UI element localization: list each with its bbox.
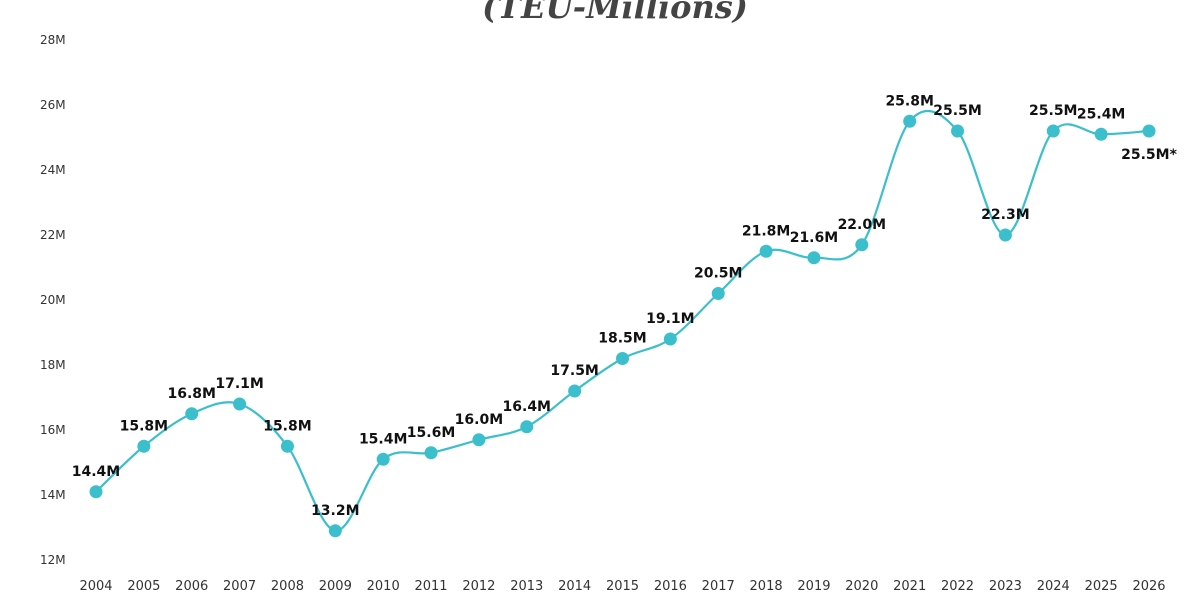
data-point <box>520 420 534 434</box>
data-label: 15.4M <box>359 431 407 447</box>
data-label: 15.8M <box>120 418 168 434</box>
x-tick-label: 2026 <box>1132 579 1165 594</box>
x-tick-label: 2017 <box>702 579 735 594</box>
x-tick-label: 2022 <box>941 579 974 594</box>
data-point <box>137 439 151 453</box>
data-point <box>1142 124 1156 138</box>
x-tick-label: 2011 <box>414 579 447 594</box>
x-tick-label: 2016 <box>654 579 687 594</box>
data-label: 21.6M <box>790 230 838 246</box>
x-tick-label: 2009 <box>319 579 352 594</box>
data-label: 19.1M <box>646 311 694 327</box>
data-point <box>998 228 1012 242</box>
y-tick-label: 18M <box>40 358 66 372</box>
chart-title: (TEU-Millions) <box>482 0 748 26</box>
data-point <box>328 524 342 538</box>
data-label: 17.1M <box>215 376 263 392</box>
data-label: 16.4M <box>503 399 551 415</box>
y-tick-label: 28M <box>40 33 66 47</box>
data-point <box>663 332 677 346</box>
y-tick-label: 20M <box>40 293 66 307</box>
series-line <box>95 110 1150 532</box>
x-tick-label: 2013 <box>510 579 543 594</box>
data-label: 14.4M <box>72 464 120 480</box>
x-tick-label: 2010 <box>367 579 400 594</box>
data-label: 20.5M <box>694 266 742 282</box>
data-label: 16.8M <box>167 386 215 402</box>
x-tick-label: 2018 <box>750 579 783 594</box>
x-tick-label: 2012 <box>462 579 495 594</box>
x-tick-label: 2007 <box>223 579 256 594</box>
x-tick-label: 2005 <box>127 579 160 594</box>
x-tick-label: 2015 <box>606 579 639 594</box>
data-label: 16.0M <box>455 412 503 428</box>
y-tick-label: 26M <box>40 98 66 112</box>
data-label: 25.4M <box>1077 106 1125 122</box>
data-label: 22.3M <box>981 207 1029 223</box>
data-label: 21.8M <box>742 223 790 239</box>
x-tick-label: 2004 <box>79 579 112 594</box>
data-label: 17.5M <box>550 363 598 379</box>
data-label: 18.5M <box>598 331 646 347</box>
data-point <box>568 384 582 398</box>
x-tick-label: 2020 <box>845 579 878 594</box>
y-tick-label: 24M <box>40 163 66 177</box>
data-point <box>89 485 103 499</box>
data-label: 15.8M <box>263 418 311 434</box>
data-label: 13.2M <box>311 503 359 519</box>
x-tick-label: 2006 <box>175 579 208 594</box>
y-axis-ticks: 12M 14M 16M 18M 20M 22M 24M 26M 28M <box>40 33 66 567</box>
x-tick-label: 2023 <box>989 579 1022 594</box>
data-label: 25.8M <box>885 93 933 109</box>
data-label: 25.5M <box>933 103 981 119</box>
y-tick-label: 14M <box>40 488 66 502</box>
y-tick-label: 12M <box>40 553 66 567</box>
data-point <box>1046 124 1060 138</box>
data-point <box>233 397 247 411</box>
data-point <box>280 439 294 453</box>
data-point <box>424 446 438 460</box>
data-label: 25.5M* <box>1121 147 1177 163</box>
data-point <box>855 238 869 252</box>
x-tick-label: 2014 <box>558 579 591 594</box>
x-tick-label: 2008 <box>271 579 304 594</box>
data-label: 15.6M <box>407 425 455 441</box>
data-point <box>903 114 917 128</box>
data-point <box>951 124 965 138</box>
data-label: 22.0M <box>838 217 886 233</box>
x-tick-label: 2025 <box>1085 579 1118 594</box>
data-point <box>1094 127 1108 141</box>
data-point <box>472 433 486 447</box>
x-tick-label: 2024 <box>1037 579 1070 594</box>
x-tick-label: 2019 <box>797 579 830 594</box>
y-tick-label: 16M <box>40 423 66 437</box>
x-axis-ticks: 2004 2005 2006 2007 2008 2009 2010 2011 2012 2013… <box>79 579 1165 594</box>
data-point <box>185 407 199 421</box>
x-tick-label: 2021 <box>893 579 926 594</box>
data-point <box>711 287 725 300</box>
data-point <box>807 251 821 265</box>
y-tick-label: 22M <box>40 228 66 242</box>
data-label: 25.5M <box>1029 103 1077 119</box>
data-point <box>759 244 773 258</box>
data-point <box>616 352 629 365</box>
data-point <box>376 452 390 466</box>
series <box>89 110 1156 538</box>
